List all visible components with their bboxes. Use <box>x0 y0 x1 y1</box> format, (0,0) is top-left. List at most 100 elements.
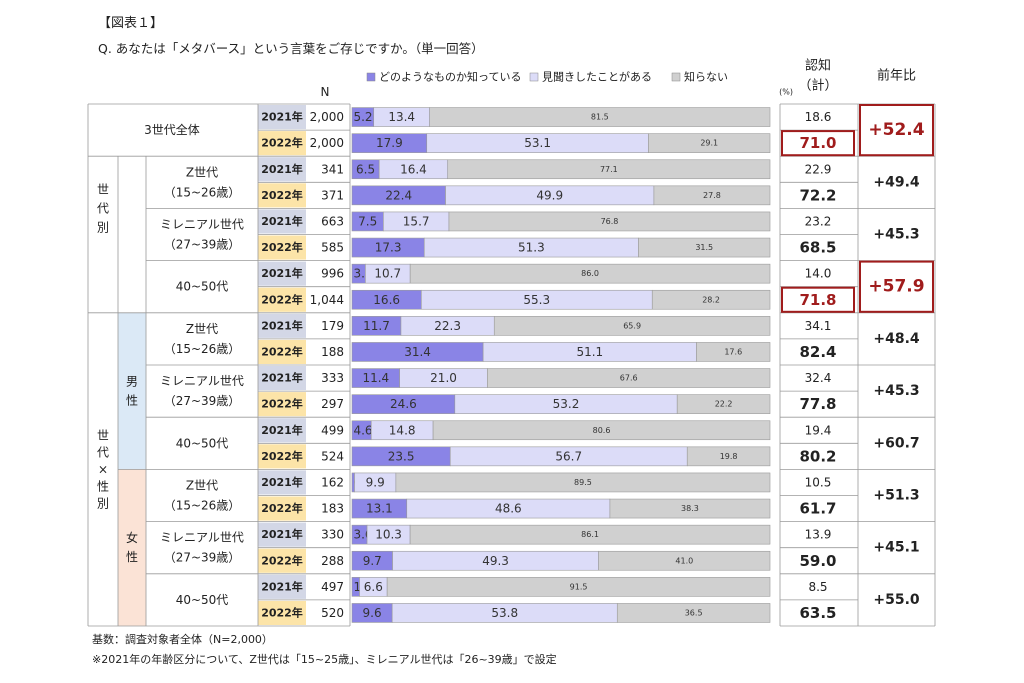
year-label: 2022年 <box>261 344 303 358</box>
yoy-header: 前年比 <box>877 68 916 84</box>
data-label: 55.3 <box>523 293 550 307</box>
year-cell <box>258 183 306 208</box>
recognition-value: 82.4 <box>799 343 836 361</box>
year-label: 2021年 <box>261 423 303 437</box>
data-label: 6.5 <box>356 162 375 176</box>
segment-label-age: （15~26歳） <box>164 499 241 513</box>
year-cell <box>258 157 306 182</box>
year-cell <box>258 574 306 599</box>
year-label: 2021年 <box>261 527 303 541</box>
recognition-value: 71.0 <box>799 134 836 152</box>
data-label: 17.6 <box>724 347 742 356</box>
segment-label: Z世代 <box>186 322 218 336</box>
n-value: 585 <box>321 241 344 255</box>
data-label: 22.3 <box>434 319 461 333</box>
footnote-base: 基数：調査対象者全体（N=2,000） <box>92 633 273 646</box>
bar-unknown <box>409 524 771 545</box>
n-value: 524 <box>321 449 344 463</box>
segment-label-age: （27~39歳） <box>164 551 241 565</box>
year-cell <box>258 522 306 547</box>
data-label: 6.6 <box>364 580 383 594</box>
bar-unknown <box>676 394 771 414</box>
yoy-highlight-box <box>859 260 934 313</box>
year-label: 2022年 <box>261 240 303 254</box>
segment-label-age: （27~39歳） <box>164 394 241 408</box>
year-label: 2021年 <box>261 162 303 176</box>
n-value: 333 <box>321 371 344 385</box>
data-label: 38.3 <box>681 504 699 513</box>
figure-label: 【図表１】 <box>98 16 164 31</box>
data-label: 48.6 <box>495 502 522 516</box>
year-label: 2021年 <box>261 266 303 280</box>
data-label: 9.6 <box>363 606 382 620</box>
data-label: 80.6 <box>593 426 611 435</box>
data-label: 67.6 <box>620 374 638 383</box>
bar-unknown <box>638 237 771 258</box>
yoy-value: +57.9 <box>868 277 924 297</box>
data-label: 24.6 <box>390 397 417 411</box>
n-value: 188 <box>321 345 344 359</box>
data-label: 17.3 <box>375 241 402 255</box>
year-cell <box>258 366 306 391</box>
data-label: 53.8 <box>491 606 518 620</box>
recognition-value: 80.2 <box>799 447 836 465</box>
data-label: 49.9 <box>536 188 563 202</box>
vertical-label-female: 女 <box>126 530 138 545</box>
data-label: 16.4 <box>400 162 427 176</box>
year-cell <box>258 209 306 234</box>
data-label: 86.1 <box>581 530 599 539</box>
recognition-value: 10.5 <box>805 475 832 489</box>
vertical-label-by-gen-sex: 別 <box>97 496 109 510</box>
recognition-header: 認知 <box>805 58 831 74</box>
n-value: 297 <box>321 397 344 411</box>
bar-unknown <box>386 577 771 597</box>
data-label: 14.8 <box>389 423 416 437</box>
data-label: 53.1 <box>524 136 551 150</box>
unit-label: (%) <box>779 88 793 97</box>
legend-label: どのようなものか知っている <box>379 70 521 84</box>
segment-label-age: （15~26歳） <box>164 342 241 356</box>
recognition-value: 61.7 <box>799 500 836 518</box>
year-cell <box>258 392 306 417</box>
year-label: 2022年 <box>261 501 303 515</box>
data-label: 23.5 <box>388 449 415 463</box>
vertical-label-male: 男 <box>126 375 138 389</box>
data-label: 91.5 <box>570 582 588 591</box>
yoy-value: +52.4 <box>868 120 924 140</box>
yoy-value: +45.1 <box>873 540 919 556</box>
data-label: 10.3 <box>375 528 402 542</box>
recognition-value: 59.0 <box>799 552 836 570</box>
year-label: 2021年 <box>261 214 303 228</box>
n-value: 497 <box>321 580 344 594</box>
bar-unknown <box>432 420 771 441</box>
male-band <box>118 312 146 470</box>
data-label: 77.1 <box>600 165 618 174</box>
data-label: 86.0 <box>581 269 599 278</box>
recognition-header-sub: （計） <box>798 78 837 94</box>
year-label: 2022年 <box>261 188 303 202</box>
vertical-label-by-gen: 代 <box>97 201 109 215</box>
n-value: 341 <box>321 162 344 176</box>
n-value: 179 <box>321 319 344 333</box>
n-value: 663 <box>321 214 344 228</box>
recognition-value: 34.1 <box>805 319 832 333</box>
bar-unknown <box>487 368 771 388</box>
n-value: 288 <box>321 554 344 568</box>
segment-label: ミレニアル世代 <box>160 374 244 388</box>
bar-unknown <box>448 211 771 232</box>
data-label: 17.9 <box>376 136 403 150</box>
data-label: 13.4 <box>388 110 415 124</box>
highlight-box <box>781 130 855 157</box>
segment-label: ミレニアル世代 <box>160 531 244 545</box>
legend-swatch <box>671 72 681 82</box>
n-value: 2,000 <box>310 110 344 124</box>
data-label: 27.8 <box>703 191 721 200</box>
data-label: 49.3 <box>482 554 509 568</box>
year-cell <box>258 470 306 495</box>
data-label: 7.5 <box>358 214 377 228</box>
legend-label: 見聞きしたことがある <box>542 70 652 84</box>
highlight-box <box>781 286 855 313</box>
year-cell <box>258 548 306 573</box>
